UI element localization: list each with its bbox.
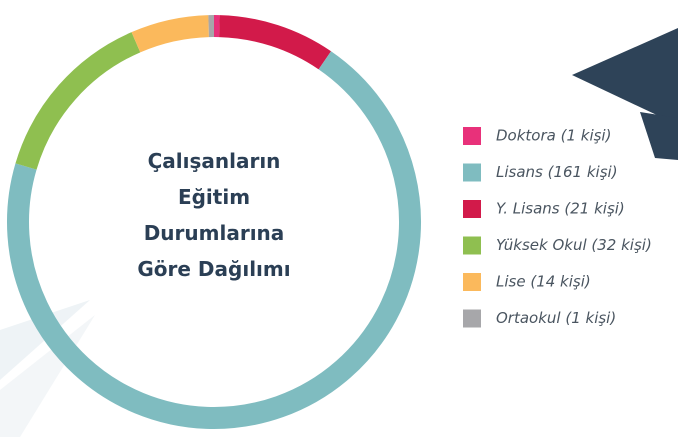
legend-label: Ortaokul (1 kişi) <box>496 309 616 327</box>
chart-title: Durumlarına <box>144 221 285 245</box>
legend-label: Lise (14 kişi) <box>496 273 591 291</box>
graduation-cap-base <box>640 112 678 160</box>
legend-swatch <box>463 309 481 328</box>
legend-swatch <box>463 163 481 182</box>
donut-segment <box>218 15 332 70</box>
legend-label: Lisans (161 kişi) <box>496 163 618 181</box>
donut-segment <box>15 32 141 170</box>
chart-title: Göre Dağılımı <box>137 257 290 281</box>
donut-segment <box>131 15 210 53</box>
chart-title: Eğitim <box>178 185 250 209</box>
legend-swatch <box>463 273 481 291</box>
legend-label: Y. Lisans (21 kişi) <box>496 200 625 218</box>
graduation-cap <box>572 28 678 125</box>
legend-label: Yüksek Okul (32 kişi) <box>496 236 652 254</box>
donut-segment <box>7 51 421 429</box>
legend-swatch <box>463 127 481 145</box>
chart-title: Çalışanların <box>148 149 281 173</box>
legend-label: Doktora (1 kişi) <box>496 127 611 145</box>
legend-swatch <box>463 236 481 255</box>
legend-swatch <box>463 200 481 218</box>
